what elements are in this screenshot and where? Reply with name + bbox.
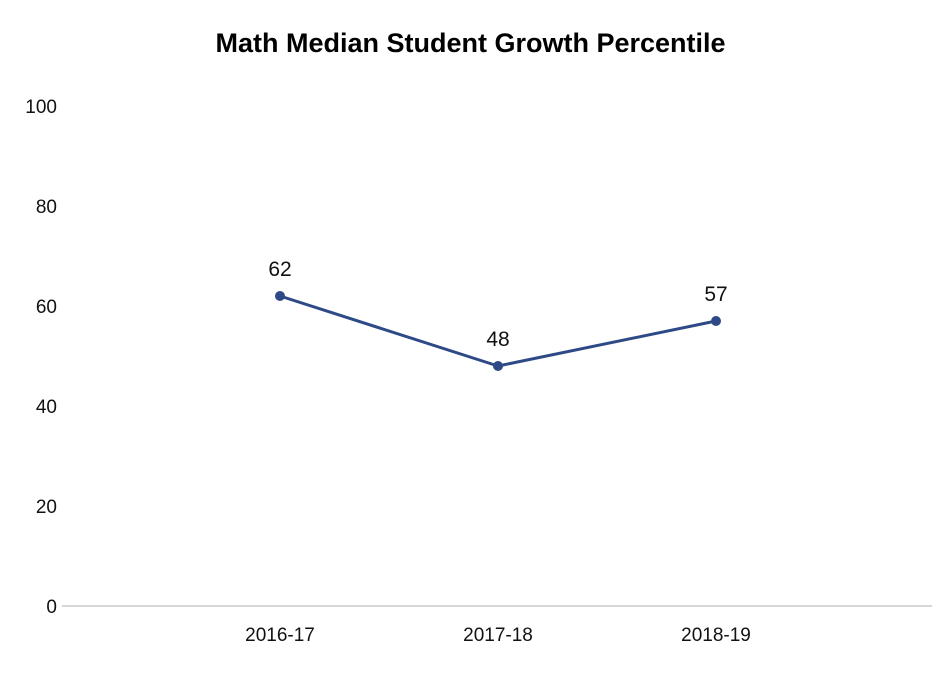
data-labels: 62 48 57	[268, 258, 727, 351]
x-tick-label: 2017-18	[463, 625, 533, 646]
y-tick-label: 60	[36, 297, 57, 318]
x-tick-label: 2018-19	[681, 625, 751, 646]
y-tick-label: 40	[36, 397, 57, 418]
data-label: 48	[486, 328, 509, 351]
y-tick-label: 0	[46, 597, 57, 618]
y-axis: 0 20 40 60 80 100	[25, 97, 57, 618]
data-point	[711, 316, 721, 326]
data-label: 57	[704, 283, 727, 306]
x-tick-label: 2016-17	[245, 625, 315, 646]
y-tick-label: 20	[36, 497, 57, 518]
data-label: 62	[268, 258, 291, 281]
y-tick-label: 100	[25, 97, 57, 118]
y-tick-label: 80	[36, 197, 57, 218]
x-axis: 2016-17 2017-18 2018-19	[245, 625, 751, 646]
data-point	[493, 361, 503, 371]
data-point	[275, 291, 285, 301]
chart-title: Math Median Student Growth Percentile	[215, 28, 726, 58]
data-points	[275, 291, 721, 371]
